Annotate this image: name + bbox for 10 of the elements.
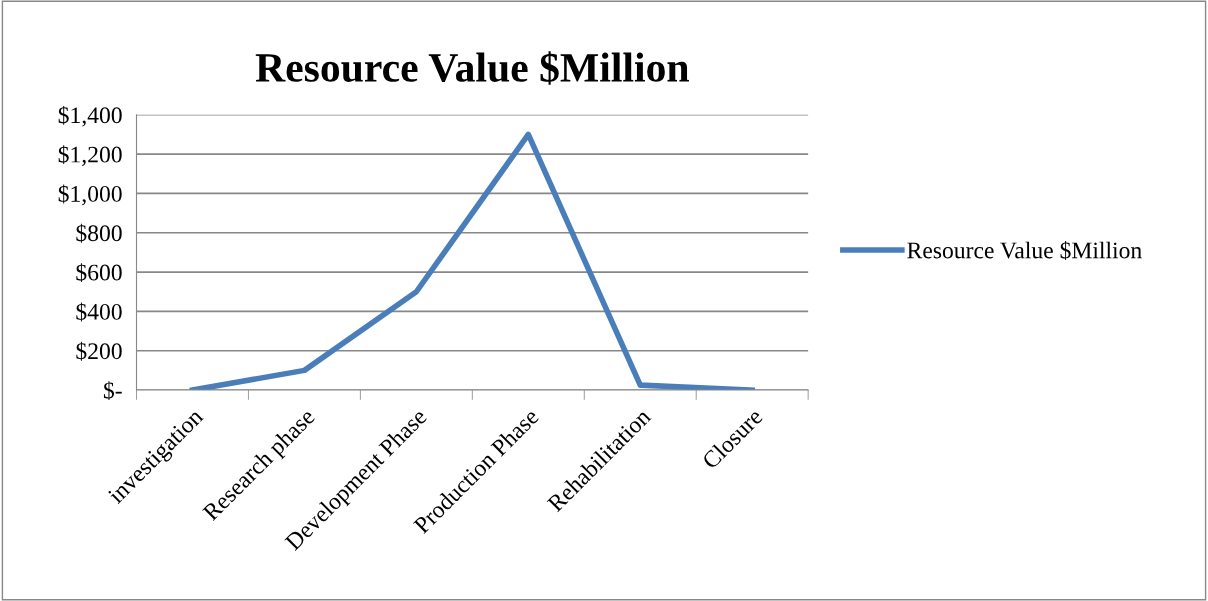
y-tick-label: $600: [76, 263, 122, 283]
legend-label: Resource Value $Million: [907, 241, 1142, 260]
y-tick-label: $1,000: [58, 184, 122, 206]
y-tick-label: $200: [76, 341, 122, 361]
y-tick-label: $1,200: [58, 145, 122, 166]
y-tick-label: $400: [76, 302, 122, 322]
y-tick-label: $800: [76, 223, 122, 243]
y-tick-label: $-: [103, 381, 122, 401]
y-tick-label: $1,400: [58, 105, 122, 127]
chart-title: Resource Value $Million: [255, 51, 689, 85]
